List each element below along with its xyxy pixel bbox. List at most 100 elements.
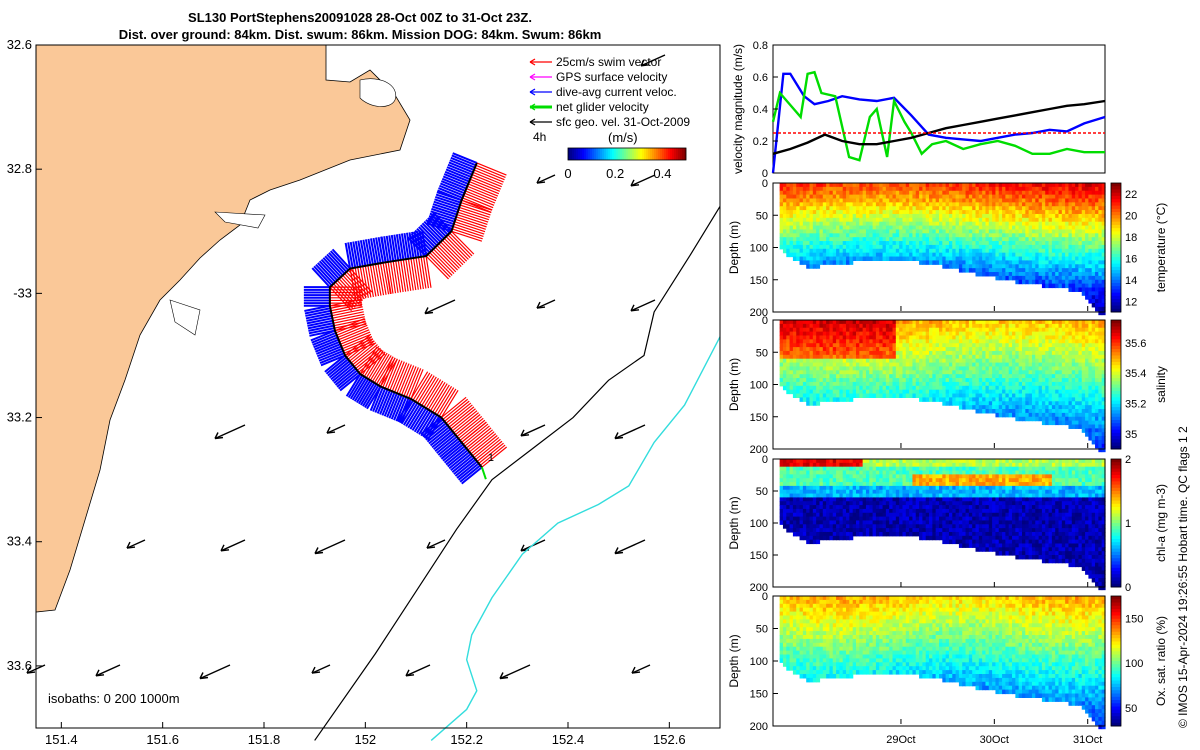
heatmap-cell <box>992 256 997 261</box>
heatmap-cell <box>1048 237 1053 242</box>
heatmap-cell <box>1031 405 1036 410</box>
heatmap-cell <box>975 272 980 277</box>
colorbar-frame <box>1110 182 1122 313</box>
heatmap-cell <box>826 256 831 261</box>
heatmap-cell <box>972 354 977 360</box>
heatmap-cell <box>832 225 837 231</box>
heatmap-cell <box>1071 412 1076 418</box>
heatmap-cell <box>1025 354 1030 360</box>
heatmap-cell <box>1051 252 1056 258</box>
heatmap-cell <box>1035 183 1040 188</box>
heatmap-cell <box>839 248 844 254</box>
heatmap-cell <box>1068 327 1073 333</box>
heatmap-cell <box>925 397 930 402</box>
heatmap-cell <box>875 347 880 352</box>
heatmap-cell <box>1018 343 1023 348</box>
heatmap-cell <box>1058 225 1063 231</box>
heatmap-cell <box>892 248 897 254</box>
heatmap-cell <box>915 237 920 242</box>
heatmap-cell <box>799 198 804 203</box>
heatmap-cell <box>812 194 817 200</box>
heatmap-cell <box>952 343 957 348</box>
heatmap-cell <box>1045 331 1050 337</box>
heatmap-cell <box>902 190 907 196</box>
heatmap-cell <box>1045 385 1050 391</box>
heatmap-cell <box>1075 202 1080 207</box>
heatmap-cell <box>975 409 980 414</box>
current-vector <box>454 458 477 477</box>
heatmap-cell <box>816 186 821 192</box>
heatmap-cell <box>879 237 884 242</box>
heatmap-cell <box>1028 401 1033 406</box>
heatmap-cell <box>912 210 917 215</box>
heatmap-cell <box>968 381 973 387</box>
heatmap-cell <box>952 194 957 200</box>
heatmap-cell <box>958 378 963 383</box>
heatmap-cell <box>1048 354 1053 360</box>
heatmap-cell <box>899 213 904 219</box>
heatmap-cell <box>889 381 894 387</box>
heatmap-cell <box>836 397 840 402</box>
heatmap-cell <box>1022 202 1026 207</box>
heatmap-cell <box>932 339 937 344</box>
heatmap-cell <box>932 194 937 200</box>
heatmap-cell <box>1015 385 1020 391</box>
heatmap-cell <box>1055 416 1060 422</box>
heatmap-cell <box>789 202 794 207</box>
heatmap-cell <box>826 229 831 234</box>
heatmap-cell <box>1065 190 1070 196</box>
heatmap-cell <box>879 385 884 391</box>
heatmap-cell <box>892 202 897 207</box>
heatmap-cell <box>1005 213 1010 219</box>
heatmap-cell <box>982 213 987 219</box>
heatmap-cell <box>862 256 867 261</box>
current-vector <box>410 233 431 254</box>
heatmap-cell <box>802 385 807 391</box>
heatmap-cell <box>1038 194 1043 200</box>
heatmap-cell <box>932 198 937 203</box>
heatmap-cell <box>826 354 831 360</box>
colorbar-cell <box>1111 308 1121 313</box>
heatmap-cell <box>1035 374 1040 379</box>
colorbar-tick-label: 14 <box>1125 275 1137 287</box>
heatmap-cell <box>1041 194 1046 200</box>
heatmap-cell <box>842 244 847 250</box>
heatmap-cell <box>995 366 1000 371</box>
heatmap-cell <box>1018 366 1023 371</box>
heatmap-cell <box>789 190 794 196</box>
heatmap-cell <box>1028 393 1033 398</box>
heatmap-cell <box>792 343 797 348</box>
colorbar-tick-label: 0 <box>564 166 571 181</box>
heatmap-cell <box>932 362 937 368</box>
heatmap-cell <box>1015 358 1020 364</box>
heatmap-cell <box>846 320 850 325</box>
heatmap-cell <box>1098 190 1103 196</box>
heatmap-cell <box>842 183 847 188</box>
heatmap-cell <box>972 397 977 402</box>
heatmap-cell <box>852 244 857 250</box>
heatmap-cell <box>1012 244 1016 250</box>
heatmap-cell <box>939 354 943 360</box>
heatmap-cell <box>889 323 894 329</box>
heatmap-cell <box>789 362 794 368</box>
heatmap-cell <box>1008 229 1013 234</box>
heatmap-cell <box>1028 244 1033 250</box>
heatmap-cell <box>968 190 973 196</box>
heatmap-cell <box>879 366 884 371</box>
heatmap-cell <box>1025 374 1030 379</box>
heatmap-cell <box>796 241 801 246</box>
heatmap-cell <box>892 206 897 211</box>
heatmap-cell <box>1048 331 1053 337</box>
heatmap-cell <box>945 347 950 352</box>
heatmap-cell <box>1088 221 1093 227</box>
heatmap-cell <box>932 389 937 395</box>
current-vector <box>337 371 360 390</box>
heatmap-cell <box>912 393 917 398</box>
heatmap-cell <box>846 331 850 337</box>
heatmap-cell <box>1075 362 1080 368</box>
heatmap-cell <box>846 366 850 371</box>
arrowhead <box>426 541 436 549</box>
heatmap-cell <box>1075 381 1080 387</box>
heatmap-cell <box>1048 385 1053 391</box>
current-vector <box>434 433 456 452</box>
